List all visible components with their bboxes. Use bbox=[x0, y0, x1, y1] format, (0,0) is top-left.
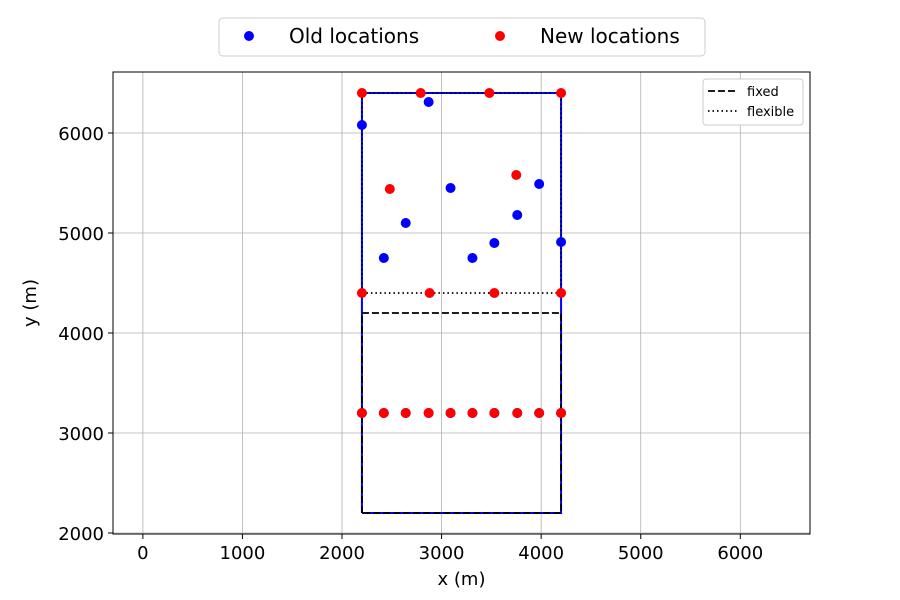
old-locations-point bbox=[400, 218, 411, 228]
legend-top-marker bbox=[244, 31, 254, 41]
new-locations-point bbox=[467, 408, 478, 418]
x-tick-label: 5000 bbox=[618, 543, 664, 564]
new-locations-point bbox=[556, 288, 567, 298]
legend-inner-label: fixed bbox=[747, 85, 779, 100]
x-tick-label: 4000 bbox=[518, 543, 564, 564]
y-tick-label: 4000 bbox=[58, 324, 104, 345]
new-locations-point bbox=[489, 288, 500, 298]
old-locations-point bbox=[356, 120, 367, 130]
new-locations-point bbox=[556, 408, 567, 418]
x-axis-label: x (m) bbox=[438, 569, 486, 590]
new-locations-point bbox=[400, 408, 411, 418]
y-tick-label: 5000 bbox=[58, 224, 104, 245]
new-locations-point bbox=[356, 408, 367, 418]
y-tick-label: 3000 bbox=[58, 424, 104, 445]
new-locations-point bbox=[423, 408, 434, 418]
new-locations-point bbox=[356, 88, 367, 98]
old-locations-point bbox=[512, 210, 523, 220]
legend-top: Old locations New locations bbox=[218, 17, 706, 57]
ticks: 0 1000 2000 3000 4000 5000 6000 2000 3000 4000 500… bbox=[58, 124, 763, 564]
new-locations-point bbox=[424, 288, 435, 298]
points-layer bbox=[356, 88, 567, 418]
old-locations-point bbox=[467, 253, 478, 263]
y-tick-label: 6000 bbox=[58, 124, 104, 145]
new-locations-point bbox=[415, 88, 426, 98]
x-tick-label: 6000 bbox=[717, 543, 763, 564]
old-locations-point bbox=[378, 253, 389, 263]
grid bbox=[113, 72, 810, 534]
new-locations-point bbox=[378, 408, 389, 418]
legend-top-marker bbox=[495, 31, 505, 41]
y-axis-label: y (m) bbox=[20, 279, 41, 327]
old-locations-point bbox=[489, 238, 500, 248]
x-tick-label: 0 bbox=[137, 543, 148, 564]
old-locations-point bbox=[423, 97, 434, 107]
legend-inner-label: flexible bbox=[747, 105, 794, 120]
new-locations-point bbox=[489, 408, 500, 418]
legend-top-label: Old locations bbox=[289, 24, 419, 48]
legend-top-label: New locations bbox=[540, 24, 680, 48]
x-tick-label: 2000 bbox=[319, 543, 365, 564]
new-locations-point bbox=[384, 184, 395, 194]
legend-inner: fixed flexible bbox=[702, 78, 804, 126]
old-locations-point bbox=[534, 179, 545, 189]
new-locations-point bbox=[356, 288, 367, 298]
new-locations-point bbox=[484, 88, 495, 98]
old-locations-point bbox=[445, 183, 456, 193]
new-locations-point bbox=[445, 408, 456, 418]
new-locations-point bbox=[512, 408, 523, 418]
fixed-line bbox=[361, 312, 562, 514]
old-locations-point bbox=[556, 237, 567, 247]
plot-frame bbox=[112, 71, 811, 535]
x-tick-label: 1000 bbox=[220, 543, 266, 564]
new-locations-point bbox=[556, 88, 567, 98]
x-tick-label: 3000 bbox=[419, 543, 465, 564]
y-tick-label: 2000 bbox=[58, 524, 104, 545]
new-locations-point bbox=[534, 408, 545, 418]
legend-top-frame bbox=[218, 17, 706, 57]
new-locations-point bbox=[511, 170, 522, 180]
